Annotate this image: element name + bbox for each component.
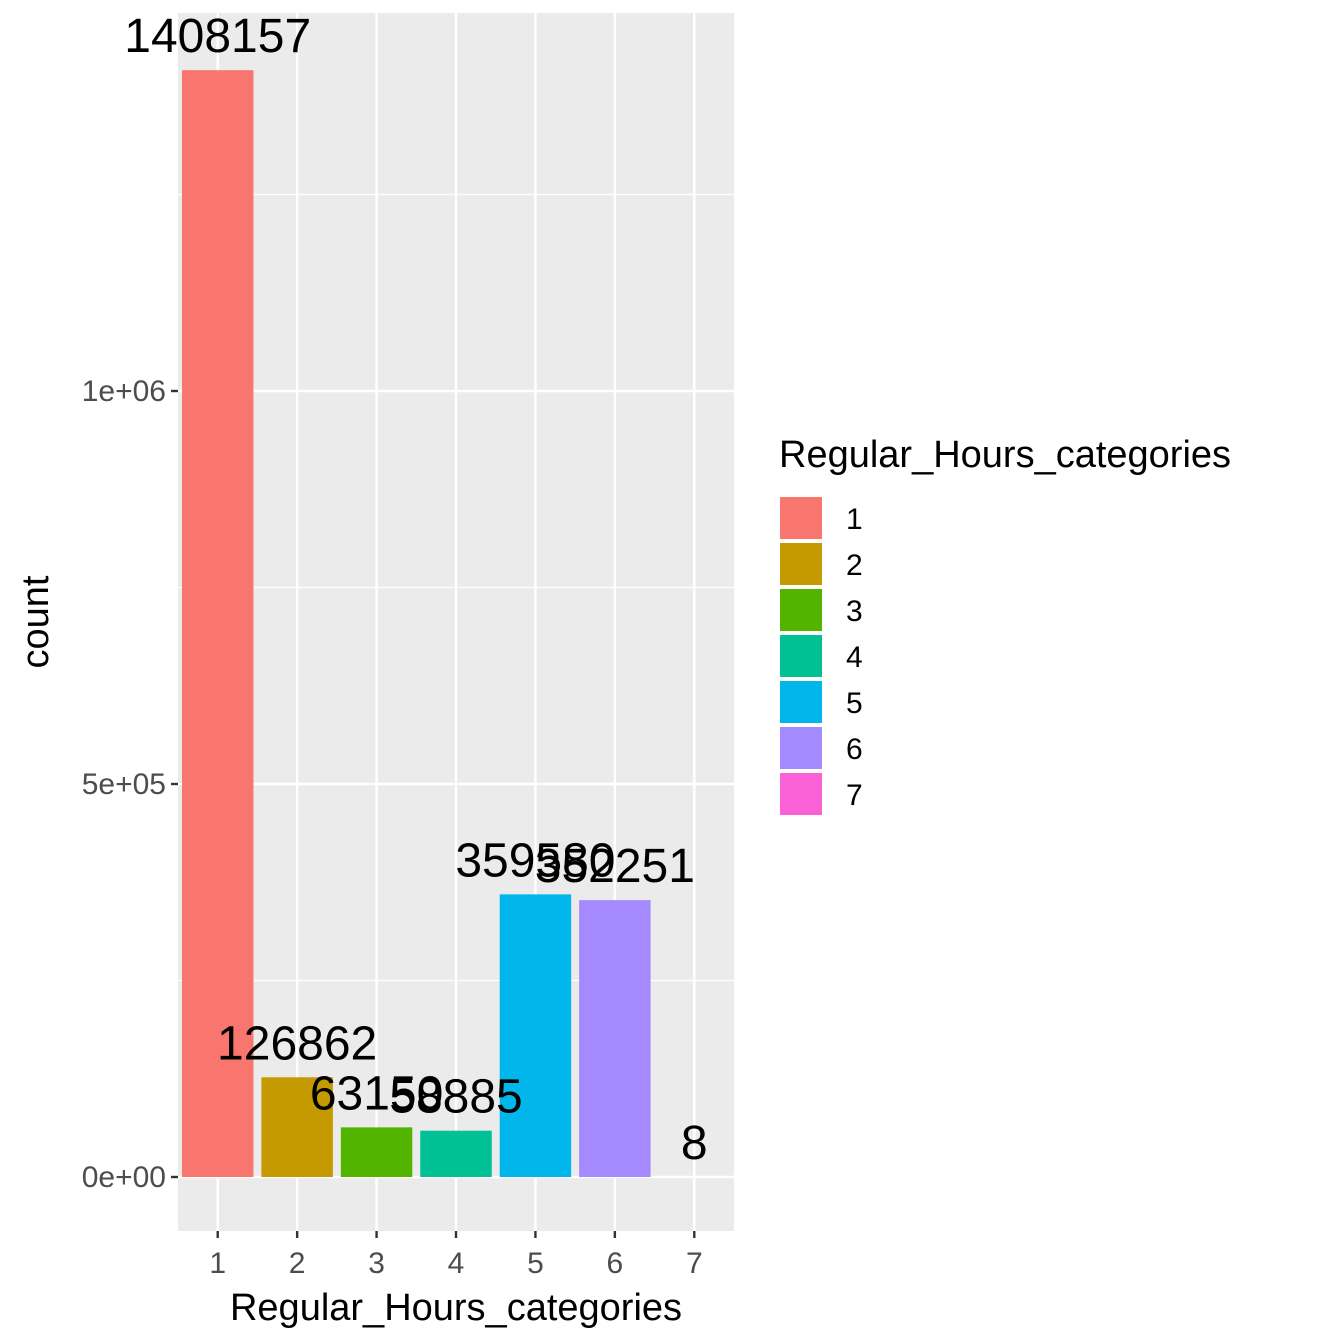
x-axis-title: Regular_Hours_categories (230, 1287, 682, 1329)
legend: Regular_Hours_categories 1 2 3 4 5 6 7 (778, 434, 1231, 817)
legend-key-3 (778, 587, 824, 633)
legend-label-1: 1 (846, 503, 863, 536)
x-tick-label: 2 (289, 1247, 306, 1280)
y-axis: 0e+00 5e+05 1e+06 (82, 375, 178, 1194)
bars (181, 70, 731, 1177)
data-label-6: 352251 (535, 840, 695, 893)
bar-5 (499, 894, 572, 1177)
data-label-7: 8 (681, 1117, 708, 1170)
legend-key-1 (778, 495, 824, 541)
data-label-3: 63150 (310, 1067, 443, 1120)
bar-1 (181, 70, 254, 1177)
x-tick-label: 7 (686, 1247, 703, 1280)
x-tick-label: 4 (448, 1247, 465, 1280)
x-tick-label: 1 (209, 1247, 226, 1280)
y-tick-label: 1e+06 (82, 375, 166, 408)
legend-label-6: 6 (846, 733, 863, 766)
x-tick-label: 5 (527, 1247, 544, 1280)
legend-label-5: 5 (846, 687, 863, 720)
y-tick-label: 0e+00 (82, 1161, 166, 1194)
legend-label-4: 4 (846, 641, 863, 674)
legend-key-6 (778, 725, 824, 771)
x-tick-label: 3 (368, 1247, 385, 1280)
y-axis-title: count (15, 575, 57, 668)
bar-2 (261, 1077, 333, 1177)
data-label-4: 58885 (389, 1071, 522, 1124)
y-tick-label: 5e+05 (82, 768, 166, 801)
legend-key-7 (778, 771, 824, 817)
bar-4 (420, 1130, 492, 1177)
data-label-1: 1408157 (124, 10, 311, 63)
bar-3 (340, 1127, 413, 1177)
data-label-5: 359580 (455, 834, 615, 887)
legend-key-2 (778, 541, 824, 587)
legend-key-4 (778, 633, 824, 679)
legend-key-5 (778, 679, 824, 725)
legend-label-3: 3 (846, 595, 863, 628)
x-axis: 1 2 3 4 5 6 7 (209, 1231, 703, 1280)
bar-6 (579, 900, 651, 1177)
legend-title: Regular_Hours_categories (779, 434, 1231, 476)
data-label-2: 126862 (217, 1017, 377, 1070)
x-tick-label: 6 (607, 1247, 624, 1280)
legend-label-2: 2 (846, 549, 863, 582)
legend-label-7: 7 (846, 779, 863, 812)
